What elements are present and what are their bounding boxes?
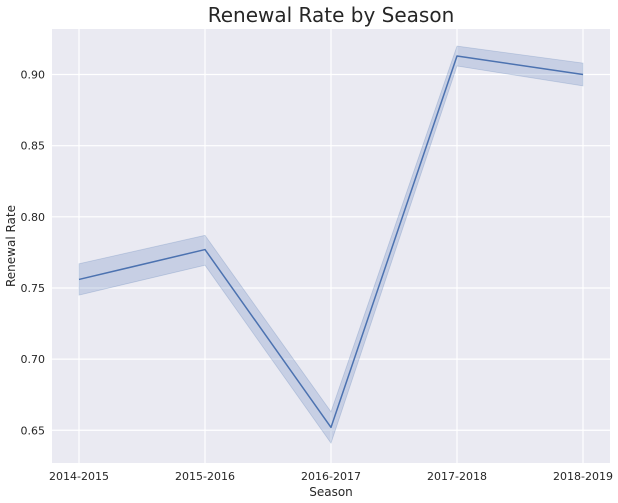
- x-tick-label: 2018-2019: [553, 470, 613, 483]
- confidence-band: [78, 45, 584, 444]
- x-tick-label: 2016-2017: [301, 470, 361, 483]
- series-line: [78, 55, 584, 429]
- grid-lines: [52, 29, 610, 463]
- y-tick-label: 0.85: [21, 140, 46, 153]
- y-tick-label: 0.75: [21, 282, 46, 295]
- y-axis-ticks: 0.65 0.70 0.75 0.80 0.85 0.90: [21, 69, 46, 438]
- y-tick-label: 0.80: [21, 211, 46, 224]
- x-axis-ticks: 2014-2015 2015-2016 2016-2017 2017-2018 2018…: [49, 470, 613, 483]
- data-point: [455, 54, 459, 58]
- data-point: [581, 73, 585, 77]
- data-point: [203, 248, 207, 252]
- data-point: [77, 277, 81, 281]
- x-axis-label: Season: [309, 485, 353, 499]
- y-axis-label: Renewal Rate: [4, 205, 18, 287]
- x-tick-label: 2014-2015: [49, 470, 109, 483]
- x-tick-label: 2017-2018: [427, 470, 487, 483]
- chart-title: Renewal Rate by Season: [208, 3, 455, 27]
- x-tick-label: 2015-2016: [175, 470, 235, 483]
- series-line-layer: [77, 54, 585, 429]
- confidence-band-layer: [78, 45, 584, 444]
- y-tick-label: 0.65: [21, 424, 46, 437]
- data-point: [329, 425, 333, 429]
- y-tick-label: 0.70: [21, 353, 46, 366]
- y-tick-label: 0.90: [21, 69, 46, 82]
